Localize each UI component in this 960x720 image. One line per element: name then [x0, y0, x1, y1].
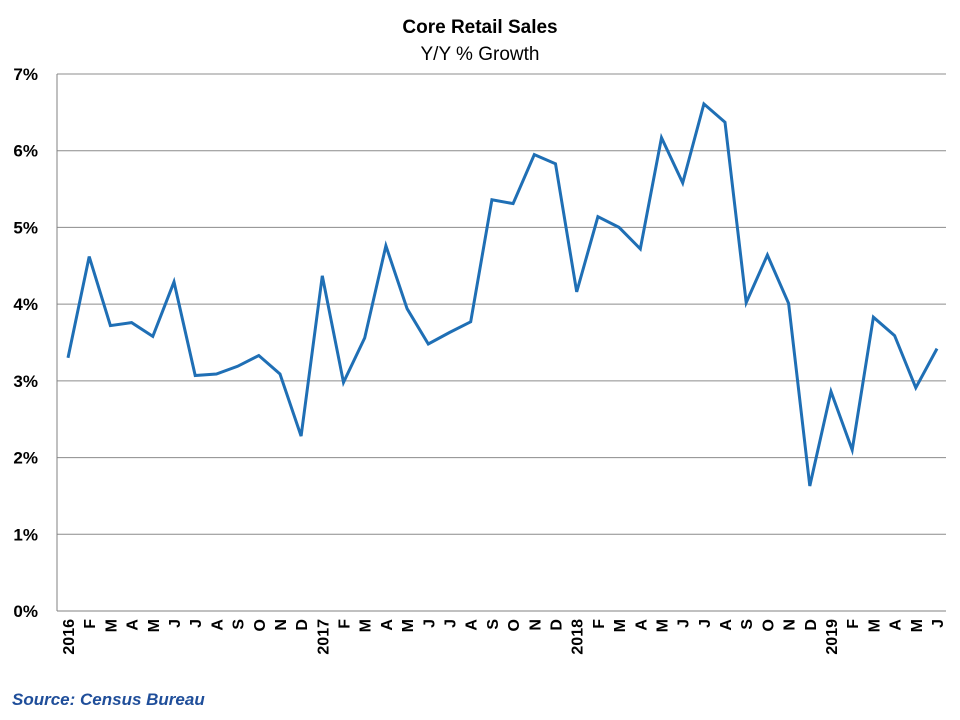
series-line — [66, 101, 939, 487]
x-tick-label: S — [231, 619, 248, 630]
x-tick-label: J — [443, 619, 460, 628]
x-tick-label: J — [188, 619, 205, 628]
x-tick-label: A — [379, 619, 396, 631]
x-tick-label: M — [612, 619, 629, 632]
x-tick-label: M — [866, 619, 883, 632]
x-tick-label: J — [697, 619, 714, 628]
x-tick-label: F — [337, 619, 354, 629]
x-tick-label: J — [421, 619, 438, 628]
x-tick-label: O — [760, 619, 777, 631]
x-tick-label: A — [209, 619, 226, 631]
x-tick-label: O — [506, 619, 523, 631]
y-tick-label: 6% — [13, 142, 38, 161]
x-tick-label: N — [273, 619, 290, 631]
x-tick-label: S — [485, 619, 502, 630]
y-axis-ticks: 0% 1% 2% 3% 4% 5% 6% 7% — [13, 65, 38, 621]
x-tick-label: 2019 — [824, 619, 841, 655]
x-tick-label: J — [676, 619, 693, 628]
y-tick-label: 2% — [13, 449, 38, 468]
x-tick-label: D — [294, 619, 311, 631]
x-tick-label: A — [633, 619, 650, 631]
x-tick-label: A — [464, 619, 481, 631]
chart-title: Core Retail Sales — [402, 17, 557, 38]
source-note: Source: Census Bureau — [12, 690, 205, 709]
x-tick-label: O — [252, 619, 269, 631]
series-layer — [66, 101, 939, 487]
x-tick-label: D — [803, 619, 820, 631]
y-tick-label: 5% — [13, 218, 38, 237]
y-tick-label: 0% — [13, 602, 38, 621]
x-tick-label: M — [654, 619, 671, 632]
y-tick-label: 1% — [13, 525, 38, 544]
chart-subtitle: Y/Y % Growth — [421, 44, 540, 65]
y-tick-label: 3% — [13, 372, 38, 391]
x-tick-label: 2017 — [315, 619, 332, 655]
x-tick-label: 2018 — [570, 619, 587, 655]
x-tick-label: A — [718, 619, 735, 631]
x-tick-label: N — [527, 619, 544, 631]
x-tick-label: S — [739, 619, 756, 630]
x-tick-label: F — [591, 619, 608, 629]
y-tick-label: 4% — [13, 295, 38, 314]
x-tick-label: J — [167, 619, 184, 628]
x-tick-label: M — [400, 619, 417, 632]
x-tick-label: M — [909, 619, 926, 632]
y-tick-label: 7% — [13, 65, 38, 84]
x-tick-label: 2016 — [61, 619, 78, 655]
x-tick-label: A — [888, 619, 905, 631]
gridlines — [57, 73, 946, 535]
x-tick-label: M — [358, 619, 375, 632]
x-tick-label: J — [930, 619, 947, 628]
x-tick-label: F — [82, 619, 99, 629]
x-tick-label: D — [548, 619, 565, 631]
x-tick-label: A — [125, 619, 142, 631]
x-tick-label: F — [845, 619, 862, 629]
x-tick-label: M — [103, 619, 120, 632]
x-tick-label: N — [782, 619, 799, 631]
x-axis-ticks: 2016 F M A M J J A S O N D 2017 F M A M J J A S O N D 2018 F M A M J J… — [61, 619, 947, 655]
x-tick-label: M — [146, 619, 163, 632]
